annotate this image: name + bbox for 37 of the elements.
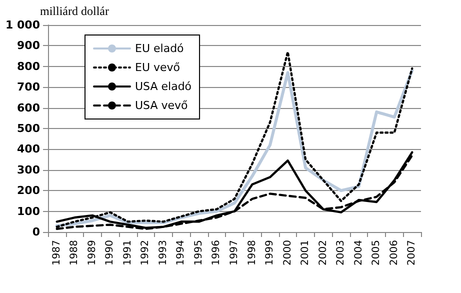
legend-label: USA eladó [135,80,192,93]
y-tick-label: 1 000 [6,18,40,32]
x-tick-label: 1993 [158,240,169,266]
x-tick-label: 2001 [300,240,312,266]
x-tick-label: 2002 [318,240,329,266]
x-tick-label: 1996 [211,240,222,266]
y-tick-label: 900 [17,39,40,52]
x-tick-label: 2007 [406,240,418,266]
x-tick-label: 2004 [353,240,364,266]
y-axis-title: milliárd dollár [40,4,109,18]
y-tick-label: 300 [17,163,40,176]
legend-label: EU eladó [135,42,184,55]
x-tick-label: 1987 [51,240,62,266]
x-tick-label: 2005 [371,240,382,266]
y-tick-label: 600 [17,101,40,114]
x-tick-label: 2000 [282,240,294,266]
y-tick-label: 0 [32,226,40,238]
x-tick-label: 1989 [86,240,98,266]
x-tick-label: 1994 [176,240,187,266]
x-tick-label: 1997 [229,240,240,266]
y-tick-label: 100 [17,204,40,218]
y-tick-label: 200 [17,184,40,198]
x-tick-label: 2006 [388,240,400,266]
x-tick-label: 1992 [140,240,152,266]
x-tick-label: 1990 [104,240,116,266]
y-tick-label: 500 [17,122,40,135]
x-tick-label: 1998 [246,240,258,266]
x-tick-label: 1991 [122,240,134,266]
x-tick-label: 1995 [193,240,204,266]
x-tick-label: 2003 [336,240,347,266]
x-tick-label: 1999 [264,240,276,266]
y-tick-label: 400 [17,142,40,156]
x-tick-label: 1988 [69,240,80,266]
y-tick-label: 700 [17,80,40,94]
legend-label: USA vevő [135,99,188,112]
y-tick-label: 800 [17,60,40,73]
legend-label: EU vevő [135,61,180,74]
